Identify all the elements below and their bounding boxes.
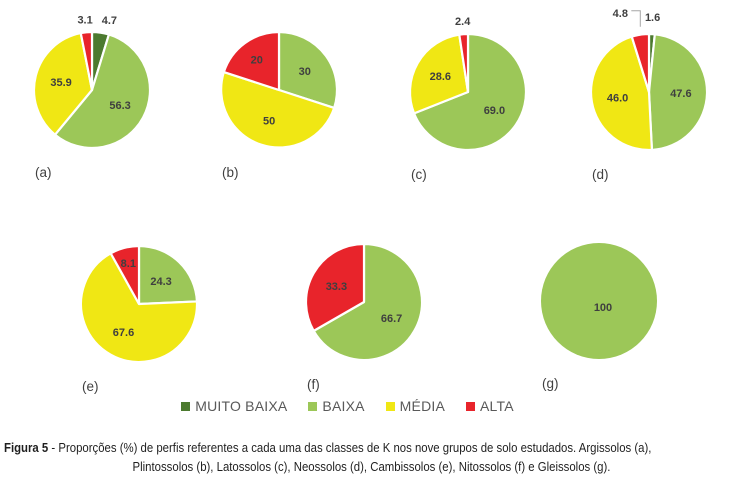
slice-value-label: 28.6: [430, 71, 451, 83]
slice-value-label: 20: [251, 55, 263, 67]
pie-svg-c: 69.0 28.6 2.4 (c): [408, 16, 528, 182]
pie-slice-baixa: [647, 33, 709, 152]
slice-value-label: 46.0: [607, 93, 628, 105]
pie-slice-média: [220, 70, 336, 149]
pie-chart-g: 100 (g): [514, 216, 684, 394]
pie-slice-alta: [222, 30, 281, 92]
pie-slice-média: [589, 35, 654, 152]
caption-figure-number: Figura 5: [4, 440, 49, 455]
caption-line-1: Figura 5 - Proporções (%) de perfis refe…: [4, 438, 737, 457]
figure-caption: Figura 5 - Proporções (%) de perfis refe…: [4, 438, 737, 476]
legend-item-muito-baixa: MUITO BAIXA: [181, 398, 287, 414]
panel-letter-c: (c): [411, 167, 427, 182]
legend-label: ALTA: [480, 398, 514, 414]
pie-svg-g: 100 (g): [541, 243, 657, 391]
legend-marker-baixa: [308, 401, 318, 411]
slice-value-label: 66.7: [381, 313, 402, 325]
pie-svg-a: 4.7 56.3 35.9 3.1 (a): [32, 14, 152, 180]
legend-item-alta: ALTA: [466, 398, 514, 414]
caption-text-line1: - Proporções (%) de perfis referentes a …: [48, 440, 652, 455]
panel-letter-f: (f): [307, 377, 320, 392]
pie-svg-e: 24.3 67.6 8.1 (e): [79, 244, 199, 394]
slice-value-label: 30: [299, 66, 311, 78]
pie-slice-alta: [458, 32, 470, 94]
pie-slice-alta: [304, 242, 366, 332]
panel-letter-e: (e): [82, 379, 99, 394]
pie-chart-a: 4.7 56.3 35.9 3.1 (a): [7, 5, 177, 183]
slice-value-label: 67.6: [113, 327, 134, 339]
pie-chart-f: 66.7 33.3 (f): [279, 217, 449, 395]
slice-value-label: 33.3: [326, 281, 347, 293]
slice-value-label: 3.1: [77, 14, 92, 26]
pie-slice-baixa: [137, 244, 199, 306]
legend-label: MUITO BAIXA: [195, 398, 288, 414]
pie-svg-f: 66.7 33.3 (f): [304, 242, 424, 392]
pie-slice-baixa: [412, 32, 528, 152]
slice-value-label: 24.3: [150, 276, 171, 288]
panel-letter-b: (b): [222, 165, 239, 180]
pie-chart-b: 30 50 20 (b): [194, 5, 364, 183]
legend-label: BAIXA: [322, 398, 365, 414]
slice-value-label: 2.4: [455, 16, 471, 28]
slice-value-label: 4.8: [613, 8, 628, 20]
pie-svg-b: 30 50 20 (b): [220, 30, 339, 180]
slice-value-label: 56.3: [109, 100, 130, 112]
legend: MUITO BAIXA BAIXA MÉDIA ALTA: [0, 398, 716, 414]
slice-value-label: 69.0: [484, 105, 505, 117]
slice-value-label: 100: [594, 302, 612, 314]
pie-slice-média: [32, 32, 94, 136]
slice-value-label: 50: [263, 115, 275, 127]
legend-marker-muito-baixa: [181, 401, 191, 411]
pie-slice-baixa: [312, 242, 424, 362]
pie-slice-média: [79, 252, 199, 364]
slice-value-label: 4.7: [102, 15, 117, 27]
legend-label: MÉDIA: [399, 398, 446, 414]
pie-slice-alta: [630, 32, 651, 94]
pie-slice-baixa: [541, 243, 657, 359]
legend-item-média: MÉDIA: [385, 398, 446, 414]
panel-letter-g: (g): [542, 376, 559, 391]
slice-value-label: 35.9: [50, 77, 71, 89]
legend-marker-média: [385, 401, 395, 411]
pie-slice-baixa: [53, 33, 152, 150]
slice-value-label: 47.6: [670, 88, 691, 100]
pie-slice-média: [408, 33, 470, 115]
pie-svg-d: 1.6 47.6 46.0 4.8 (d): [589, 8, 709, 182]
slice-value-label: 8.1: [121, 258, 136, 270]
pie-chart-e: 24.3 67.6 8.1 (e): [54, 219, 224, 397]
panel-letter-d: (d): [592, 167, 609, 182]
pie-slice-alta: [79, 30, 94, 92]
legend-item-baixa: BAIXA: [308, 398, 364, 414]
pie-chart-d: 1.6 47.6 46.0 4.8 (d): [564, 7, 734, 185]
label-leader-line: [631, 10, 641, 27]
legend-marker-alta: [466, 401, 476, 411]
pie-chart-c: 69.0 28.6 2.4 (c): [383, 7, 553, 185]
panel-letter-a: (a): [35, 165, 52, 180]
caption-text-line2: Plintossolos (b), Latossolos (c), Neosso…: [132, 459, 611, 474]
pie-slice-baixa: [277, 30, 339, 110]
pie-slice-alta: [109, 244, 141, 306]
slice-value-label: 1.6: [645, 12, 660, 24]
